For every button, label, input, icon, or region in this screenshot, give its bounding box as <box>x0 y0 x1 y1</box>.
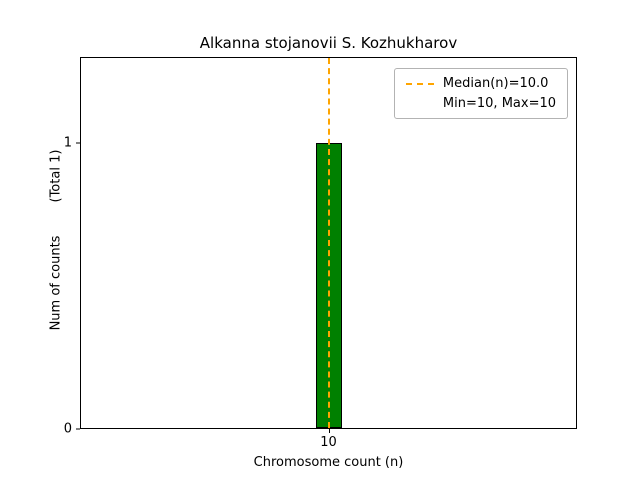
y-tick-0: 0 <box>64 422 80 437</box>
legend-label-minmax: Min=10, Max=10 <box>442 96 556 111</box>
y-tick-label-1: 1 <box>63 135 72 151</box>
y-axis-ticks: 0 1 <box>0 57 80 437</box>
y-axis-label: Num of counts (Total 1) <box>48 149 64 331</box>
legend-label-median: Median(n)=10.0 <box>442 76 549 91</box>
x-tick-label-10: 10 <box>320 435 337 450</box>
legend: Median(n)=10.0 Min=10, Max=10 <box>393 68 568 119</box>
y-tick-mark <box>76 428 80 430</box>
y-tick-label-0: 0 <box>63 421 72 437</box>
chart-title: Alkanna stojanovii S. Kozhukharov <box>199 34 458 52</box>
plot-area: Median(n)=10.0 Min=10, Max=10 <box>80 57 577 429</box>
y-tick-1: 1 <box>64 135 80 150</box>
legend-entry-median: Median(n)=10.0 <box>405 76 556 91</box>
x-axis-label: Chromosome count (n) <box>253 455 404 470</box>
median-line <box>327 58 330 428</box>
y-tick-mark <box>76 142 80 144</box>
legend-entry-minmax: Min=10, Max=10 <box>406 96 556 111</box>
legend-empty-swatch <box>406 103 434 105</box>
x-tick-mark <box>328 429 330 433</box>
legend-median-line-swatch <box>405 82 434 85</box>
